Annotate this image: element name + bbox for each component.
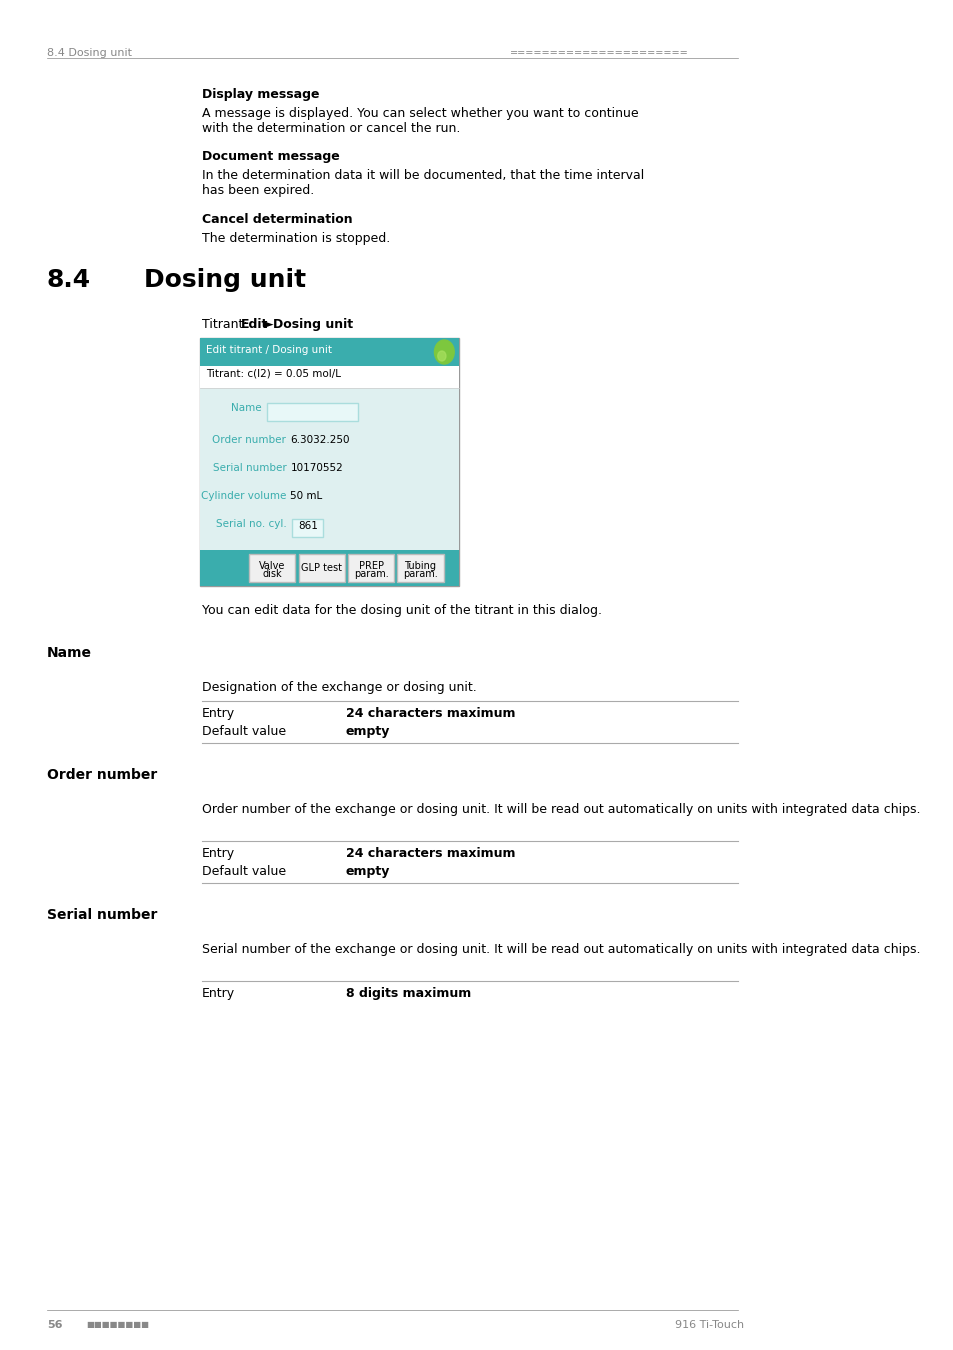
Text: Edit titrant / Dosing unit: Edit titrant / Dosing unit — [206, 346, 332, 355]
FancyBboxPatch shape — [200, 549, 458, 586]
FancyBboxPatch shape — [200, 338, 458, 366]
FancyBboxPatch shape — [267, 404, 357, 421]
Text: The determination is stopped.: The determination is stopped. — [201, 232, 390, 244]
Text: Name: Name — [47, 647, 91, 660]
Text: 56: 56 — [47, 1320, 62, 1330]
Text: 24 characters maximum: 24 characters maximum — [345, 846, 515, 860]
FancyBboxPatch shape — [249, 554, 295, 582]
FancyBboxPatch shape — [200, 366, 458, 387]
Text: Display message: Display message — [201, 88, 318, 101]
Text: Serial no. cyl.: Serial no. cyl. — [215, 518, 286, 529]
Text: Valve: Valve — [259, 562, 285, 571]
Text: 8.4 Dosing unit: 8.4 Dosing unit — [47, 49, 132, 58]
Text: Tubing: Tubing — [404, 562, 436, 571]
FancyBboxPatch shape — [298, 554, 344, 582]
Text: Designation of the exchange or dosing unit.: Designation of the exchange or dosing un… — [201, 680, 476, 694]
Text: 50 mL: 50 mL — [290, 491, 322, 501]
Text: 8.4: 8.4 — [47, 269, 91, 292]
Text: PREP: PREP — [358, 562, 383, 571]
Text: Serial number of the exchange or dosing unit. It will be read out automatically : Serial number of the exchange or dosing … — [201, 944, 919, 956]
Text: Order number of the exchange or dosing unit. It will be read out automatically o: Order number of the exchange or dosing u… — [201, 803, 919, 815]
Text: Default value: Default value — [201, 865, 285, 878]
Text: param.: param. — [354, 568, 388, 579]
FancyBboxPatch shape — [348, 554, 394, 582]
Text: 916 Ti-Touch: 916 Ti-Touch — [674, 1320, 743, 1330]
Text: Order number: Order number — [47, 768, 157, 782]
Text: Name: Name — [231, 404, 261, 413]
Text: Entry: Entry — [201, 707, 234, 720]
Text: Entry: Entry — [201, 987, 234, 1000]
Text: Titrant:: Titrant: — [201, 319, 251, 331]
Text: empty: empty — [345, 725, 390, 738]
Circle shape — [434, 340, 454, 364]
Text: Serial number: Serial number — [47, 909, 157, 922]
Text: ►: ► — [260, 319, 277, 331]
Text: Cancel determination: Cancel determination — [201, 213, 352, 225]
Text: 8 digits maximum: 8 digits maximum — [345, 987, 471, 1000]
Text: 10170552: 10170552 — [290, 463, 343, 472]
Text: Entry: Entry — [201, 846, 234, 860]
Text: In the determination data it will be documented, that the time interval
has been: In the determination data it will be doc… — [201, 169, 643, 197]
Text: Serial number: Serial number — [213, 463, 286, 472]
Text: Order number: Order number — [213, 435, 286, 446]
Text: Document message: Document message — [201, 150, 339, 163]
Text: 861: 861 — [297, 521, 317, 531]
Text: param.: param. — [403, 568, 437, 579]
Text: Edit: Edit — [241, 319, 268, 331]
Text: disk: disk — [262, 568, 282, 579]
Text: Dosing unit: Dosing unit — [273, 319, 353, 331]
Text: A message is displayed. You can select whether you want to continue
with the det: A message is displayed. You can select w… — [201, 107, 638, 135]
FancyBboxPatch shape — [200, 366, 458, 549]
Text: Titrant: c(I2) = 0.05 mol/L: Titrant: c(I2) = 0.05 mol/L — [206, 369, 340, 378]
Text: Cylinder volume: Cylinder volume — [201, 491, 286, 501]
FancyBboxPatch shape — [292, 518, 323, 537]
FancyBboxPatch shape — [397, 554, 443, 582]
Text: 6.3032.250: 6.3032.250 — [290, 435, 350, 446]
Text: Default value: Default value — [201, 725, 285, 738]
Text: 24 characters maximum: 24 characters maximum — [345, 707, 515, 720]
Text: GLP test: GLP test — [301, 563, 342, 572]
FancyBboxPatch shape — [200, 338, 458, 586]
Text: empty: empty — [345, 865, 390, 878]
Text: ======================: ====================== — [510, 49, 688, 58]
Text: Dosing unit: Dosing unit — [144, 269, 306, 292]
Circle shape — [437, 351, 445, 360]
Text: You can edit data for the dosing unit of the titrant in this dialog.: You can edit data for the dosing unit of… — [201, 603, 601, 617]
Text: ■■■■■■■■: ■■■■■■■■ — [87, 1320, 150, 1328]
